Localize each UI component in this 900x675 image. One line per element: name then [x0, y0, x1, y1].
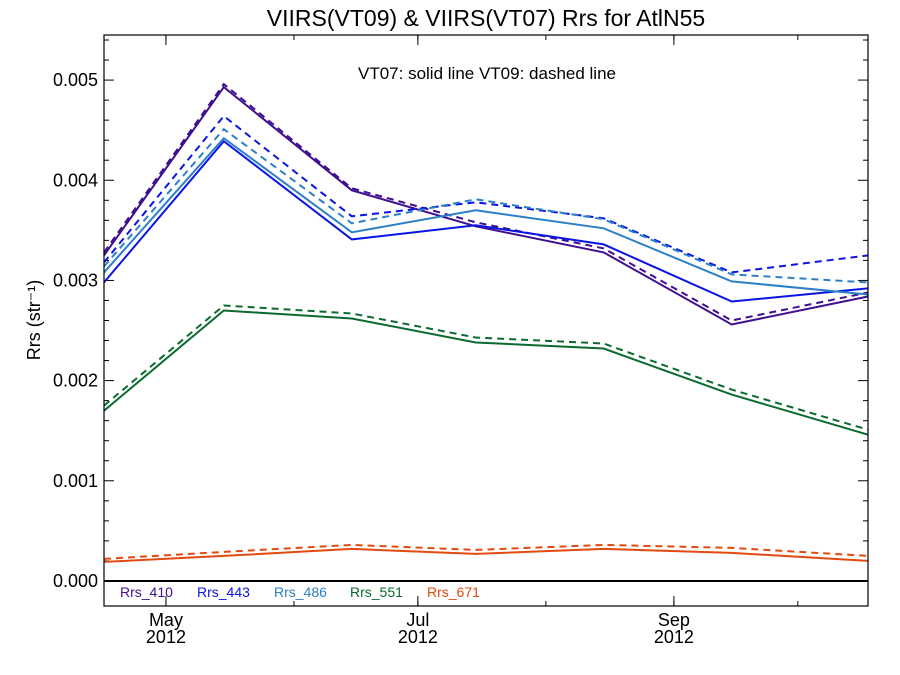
y-tick-label: 0.004	[53, 170, 98, 190]
x-tick-label-month: Sep	[658, 610, 690, 630]
series-line-rrs-443-solid	[103, 139, 869, 303]
series-line-rrs-551-solid	[103, 309, 869, 436]
x-tick-label-month: Jul	[406, 610, 429, 630]
y-tick-label: 0.000	[53, 571, 98, 591]
legend-entry: Rrs_410	[120, 584, 173, 600]
series-line-rrs-486-solid	[103, 136, 869, 296]
line-style-note: VT07: solid line VT09: dashed line	[358, 64, 616, 83]
chart-title: VIIRS(VT09) & VIIRS(VT07) Rrs for AtlN55	[267, 5, 705, 31]
legend-entry: Rrs_443	[197, 584, 250, 600]
series-line-rrs-486-dashed	[103, 127, 869, 284]
legend-entry: Rrs_486	[274, 584, 327, 600]
series-line-rrs-671-dashed	[103, 543, 869, 560]
plot-frame	[103, 34, 869, 607]
y-axis-label: Rrs (str⁻¹)	[24, 280, 44, 360]
series-line-rrs-671-solid	[103, 547, 869, 563]
series-line-rrs-410-dashed	[103, 82, 869, 322]
y-tick-label: 0.002	[53, 371, 98, 391]
series-line-rrs-551-dashed	[103, 304, 869, 431]
y-tick-label: 0.001	[53, 471, 98, 491]
y-tick-label: 0.003	[53, 270, 98, 290]
legend-entry: Rrs_551	[350, 584, 403, 600]
x-tick-label-month: May	[149, 610, 183, 630]
legend-entry: Rrs_671	[427, 584, 480, 600]
x-tick-label-year: 2012	[654, 627, 694, 647]
legend: Rrs_410 Rrs_443 Rrs_486 Rrs_551 Rrs_671	[120, 584, 480, 600]
x-tick-label-year: 2012	[398, 627, 438, 647]
series-line-rrs-443-dashed	[103, 114, 869, 274]
axes-layer: 0.0000.0010.0020.0030.0040.005May2012Jul…	[53, 35, 868, 647]
series-layer	[103, 82, 869, 563]
x-tick-label-year: 2012	[146, 627, 186, 647]
y-tick-label: 0.005	[53, 70, 98, 90]
